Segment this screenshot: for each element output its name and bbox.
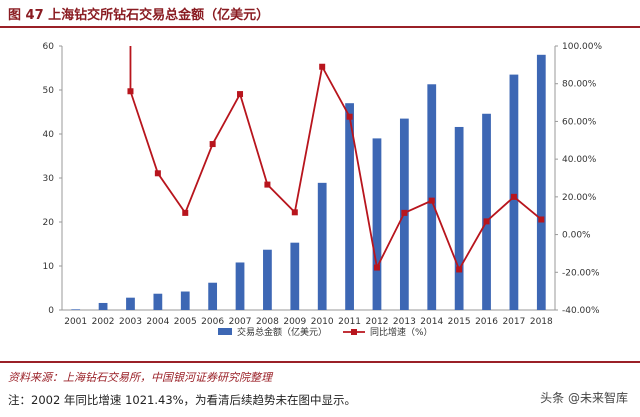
bar: [126, 297, 135, 310]
x-tick-label: 2013: [393, 317, 416, 327]
x-tick-label: 2007: [229, 317, 252, 327]
bar: [290, 242, 300, 310]
bar: [427, 84, 437, 310]
growth-point: [264, 181, 271, 188]
growth-line: [129, 46, 542, 272]
y-right-tick-label: 60.00%: [562, 117, 597, 127]
x-tick-label: 2016: [475, 317, 498, 327]
legend-line-label: 同比增速（%）: [370, 326, 433, 338]
title-rule: [0, 26, 640, 28]
growth-point: [182, 209, 189, 216]
growth-point: [154, 170, 161, 177]
y-left-tick-label: 10: [43, 262, 55, 272]
growth-point: [428, 197, 435, 204]
y-left-tick-label: 0: [48, 306, 54, 316]
x-tick-label: 2001: [64, 317, 87, 327]
x-tick-label: 2017: [502, 317, 525, 327]
y-right-tick-label: 80.00%: [562, 80, 597, 90]
chart-area: 0 10 20 30 40 50 60 -40.00% -20.00% 0.00% 20.00% 40…: [43, 42, 603, 338]
y-left-tick-label: 30: [43, 174, 55, 184]
bar: [263, 249, 272, 310]
bar: [98, 302, 108, 310]
growth-line-series: [127, 46, 545, 273]
x-tick-label: 2004: [146, 317, 169, 327]
growth-point: [291, 209, 298, 216]
x-tick-label: 2002: [92, 317, 115, 327]
x-tick-label: 2014: [420, 317, 443, 327]
growth-point: [237, 91, 244, 98]
x-tick-label: 2015: [448, 317, 471, 327]
y-left-tick-label: 20: [43, 218, 55, 228]
x-tick-label: 2011: [338, 317, 361, 327]
growth-point: [510, 193, 517, 200]
axes: 0 10 20 30 40 50 60 -40.00% -20.00% 0.00% 20.00% 40…: [43, 42, 603, 327]
x-tick-label: 2010: [311, 317, 334, 327]
x-tick-label: 2006: [201, 317, 224, 327]
y-right-tick-label: -40.00%: [562, 306, 600, 316]
growth-point: [209, 141, 216, 148]
growth-point: [483, 218, 490, 225]
growth-point: [538, 216, 545, 223]
y-left-tick-label: 60: [43, 42, 55, 52]
x-tick-label: 2005: [174, 317, 197, 327]
bar: [372, 138, 382, 310]
bar: [208, 282, 218, 310]
x-tick-label: 2012: [366, 317, 389, 327]
bar-series: [71, 54, 546, 311]
y-right-tick-label: -20.00%: [562, 268, 600, 278]
bar: [235, 262, 245, 310]
x-tick-label: 2008: [256, 317, 279, 327]
growth-point: [127, 88, 134, 95]
y-right-tick-label: 100.00%: [562, 42, 602, 52]
growth-point: [346, 113, 353, 120]
bar: [180, 291, 190, 310]
bar: [536, 54, 546, 310]
x-tick-label: 2009: [283, 317, 306, 327]
x-tick-label: 2003: [119, 317, 142, 327]
bar: [317, 182, 327, 310]
source-note: 资料来源：上海钻石交易所，中国银河证券研究院整理: [8, 371, 272, 384]
y-left-tick-label: 40: [43, 130, 55, 140]
footnote: 注：2002 年同比增速 1021.43%，为看清后续趋势未在图中显示。: [8, 393, 357, 407]
bar: [509, 74, 519, 310]
bar: [71, 309, 81, 310]
x-tick-label: 2018: [530, 317, 553, 327]
y-right-tick-label: 40.00%: [562, 155, 597, 165]
bar: [153, 293, 163, 310]
y-left-tick-label: 50: [43, 86, 55, 96]
source-rule: [0, 361, 640, 363]
growth-point: [401, 209, 408, 216]
growth-point: [319, 63, 326, 70]
growth-point: [456, 266, 463, 273]
bar: [345, 103, 354, 310]
y-right-tick-label: 0.00%: [562, 231, 591, 241]
legend: 交易总金额（亿美元） 同比增速（%）: [218, 326, 433, 338]
legend-line-marker: [351, 329, 357, 335]
y-right-tick-label: 20.00%: [562, 193, 597, 203]
watermark: 头条 @未来智库: [536, 388, 632, 407]
chart-title: 图 47 上海钻交所钻石交易总金额（亿美元）: [8, 8, 270, 23]
growth-point: [373, 264, 380, 271]
bar: [482, 113, 491, 310]
legend-bar-swatch: [218, 328, 232, 335]
legend-bar-label: 交易总金额（亿美元）: [237, 326, 327, 338]
bar: [454, 126, 464, 311]
